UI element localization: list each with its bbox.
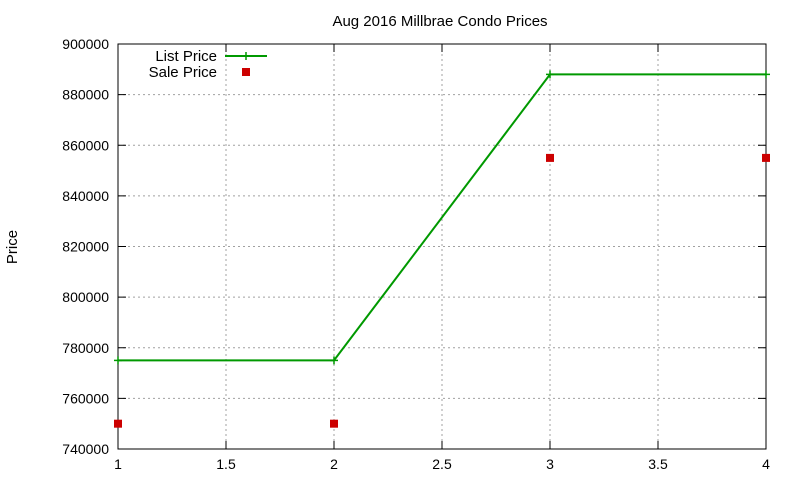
legend-label-list-price: List Price <box>155 48 217 65</box>
y-tick-label: 880000 <box>62 87 109 103</box>
legend: List Price Sale Price <box>149 48 267 81</box>
y-axis-label: Price <box>4 230 21 264</box>
y-tick-label: 900000 <box>62 36 109 52</box>
legend-marker-list-price <box>242 52 250 60</box>
y-tick-label: 760000 <box>62 390 109 406</box>
legend-sample-list-price <box>225 52 267 60</box>
y-tick-label: 860000 <box>62 137 109 153</box>
x-tick-label: 3 <box>546 456 554 472</box>
x-tick-label: 2 <box>330 456 338 472</box>
list-price-point <box>762 70 770 79</box>
x-tick-label: 1 <box>114 456 122 472</box>
grid-lines <box>118 44 766 449</box>
x-tick-label: 1.5 <box>216 456 236 472</box>
y-tick-label: 740000 <box>62 441 109 457</box>
sale-price-point <box>330 419 338 428</box>
legend-sample-sale-price <box>242 68 250 76</box>
x-tick-label: 3.5 <box>648 456 668 472</box>
y-tick-label: 840000 <box>62 188 109 204</box>
x-tick-label: 4 <box>762 456 770 472</box>
y-tick-label: 820000 <box>62 239 109 255</box>
list-price-line <box>118 73 766 362</box>
x-tick-label: 2.5 <box>432 456 452 472</box>
sale-price-point <box>546 153 554 162</box>
legend-label-sale-price: Sale Price <box>149 64 217 81</box>
chart-title: Aug 2016 Millbrae Condo Prices <box>332 13 547 30</box>
list-price-point <box>546 70 554 79</box>
series-layer <box>114 70 770 428</box>
axis-ticks: 740000 760000 780000 800000 820000 840000 8600… <box>62 36 770 472</box>
list-price-point <box>114 356 122 365</box>
sale-price-point <box>762 153 770 162</box>
sale-price-point <box>114 419 122 428</box>
legend-marker-sale-price <box>242 68 250 76</box>
list-price-point <box>330 356 338 365</box>
y-tick-label: 800000 <box>62 289 109 305</box>
y-tick-label: 780000 <box>62 340 109 356</box>
